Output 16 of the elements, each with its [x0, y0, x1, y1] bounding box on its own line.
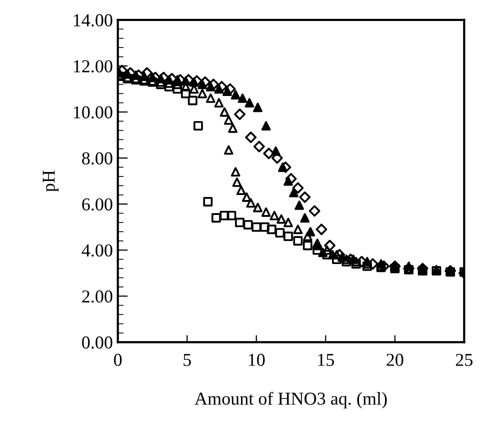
x-tick-label: 20: [386, 354, 404, 366]
y-tick-label: 4.00: [82, 244, 112, 257]
x-tick-label: 5: [184, 354, 191, 366]
y-tick-label: 10.00: [74, 106, 112, 119]
y-tick-label: 12.00: [74, 60, 112, 72]
x-tick-label: 0: [114, 354, 122, 366]
x-axis-title: Amount of HNO3 aq. (ml): [194, 392, 387, 408]
y-tick-label: 6.00: [82, 198, 112, 211]
y-tick-label: 2.00: [82, 290, 112, 303]
x-tick-label: 25: [456, 354, 472, 366]
y-tick-label: 8.00: [82, 152, 112, 165]
y-tick-label: 0.00: [82, 336, 112, 349]
y-axis-title: pH: [42, 170, 58, 192]
x-tick-label: 15: [318, 354, 334, 366]
x-tick-label: 10: [248, 354, 265, 366]
y-tick-label: 14.00: [74, 14, 112, 26]
